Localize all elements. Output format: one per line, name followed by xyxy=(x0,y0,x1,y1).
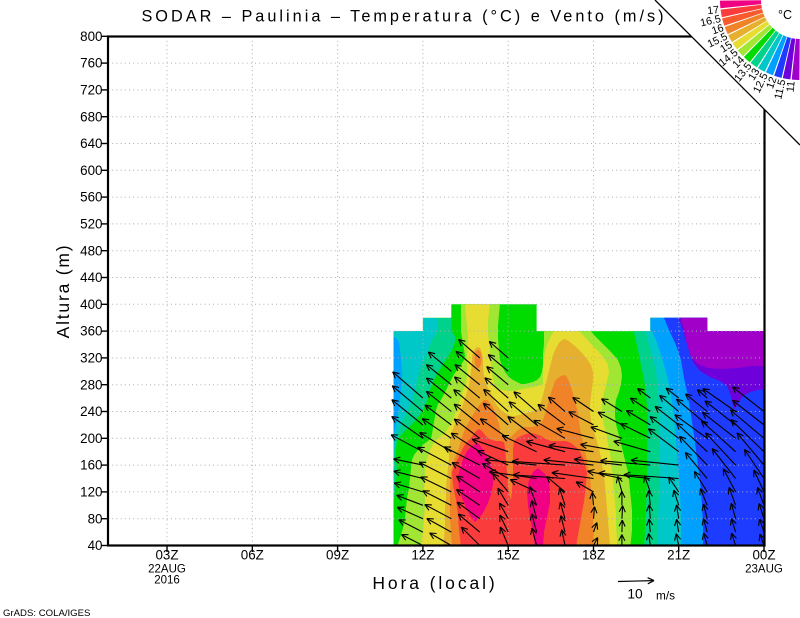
svg-text:720: 720 xyxy=(80,83,102,98)
svg-text:18Z: 18Z xyxy=(582,548,605,563)
svg-text:760: 760 xyxy=(80,56,102,71)
svg-text:480: 480 xyxy=(80,243,102,258)
svg-text:400: 400 xyxy=(80,297,102,312)
svg-text:600: 600 xyxy=(80,163,102,178)
svg-text:15Z: 15Z xyxy=(497,548,520,563)
svg-text:440: 440 xyxy=(80,270,102,285)
svg-text:m/s: m/s xyxy=(656,589,675,603)
svg-text:2016: 2016 xyxy=(154,575,180,587)
svg-text:80: 80 xyxy=(88,511,103,526)
svg-text:16: 16 xyxy=(710,22,725,37)
svg-text:560: 560 xyxy=(80,190,102,205)
svg-text:Altura (m): Altura (m) xyxy=(53,244,73,339)
svg-text:Hora (local): Hora (local) xyxy=(372,573,497,593)
svg-text:00Z: 00Z xyxy=(752,548,775,563)
svg-text:160: 160 xyxy=(80,458,102,473)
svg-text:SODAR – Paulinia – Temperatura: SODAR – Paulinia – Temperatura (°C) e Ve… xyxy=(141,8,666,26)
svg-text:40: 40 xyxy=(88,538,103,553)
svg-text:800: 800 xyxy=(80,29,102,44)
svg-text:11.5: 11.5 xyxy=(772,78,788,100)
svg-text:22AUG: 22AUG xyxy=(148,564,186,576)
svg-text:23AUG: 23AUG xyxy=(745,564,783,576)
svg-text:11: 11 xyxy=(784,80,797,92)
svg-text:12: 12 xyxy=(764,75,779,90)
svg-text:15: 15 xyxy=(718,39,734,56)
svg-text:06Z: 06Z xyxy=(241,548,264,563)
svg-text:09Z: 09Z xyxy=(326,548,349,563)
svg-text:640: 640 xyxy=(80,136,102,151)
svg-text:320: 320 xyxy=(80,351,102,366)
svg-text:°C: °C xyxy=(778,8,792,22)
svg-text:GrADS: COLA/IGES: GrADS: COLA/IGES xyxy=(3,608,90,618)
svg-text:280: 280 xyxy=(80,377,102,392)
svg-text:200: 200 xyxy=(80,431,102,446)
svg-text:680: 680 xyxy=(80,109,102,124)
svg-text:10: 10 xyxy=(627,587,643,602)
svg-text:12Z: 12Z xyxy=(411,548,434,563)
svg-text:120: 120 xyxy=(80,485,102,500)
svg-text:17: 17 xyxy=(707,4,720,17)
svg-text:240: 240 xyxy=(80,404,102,419)
svg-text:13: 13 xyxy=(746,66,763,82)
svg-text:16.5: 16.5 xyxy=(699,13,722,29)
svg-text:360: 360 xyxy=(80,324,102,339)
svg-text:520: 520 xyxy=(80,217,102,232)
svg-text:03Z: 03Z xyxy=(155,548,178,563)
svg-text:21Z: 21Z xyxy=(667,548,690,563)
